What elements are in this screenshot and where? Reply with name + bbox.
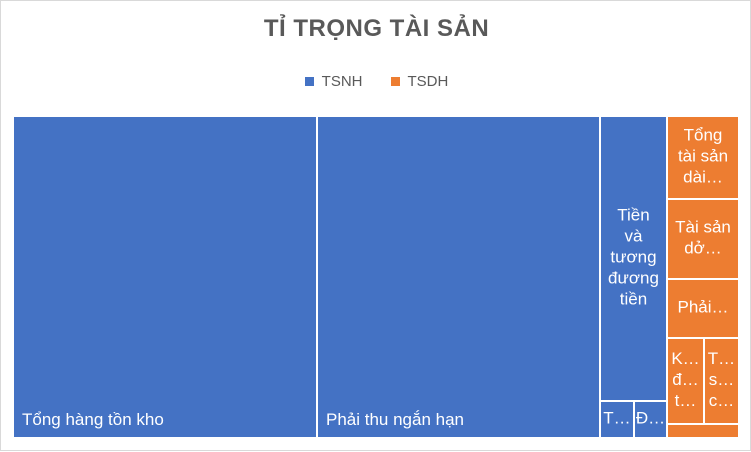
treemap-tile-1 [318, 117, 599, 437]
treemap-label-8: K… đ… t… [671, 349, 699, 410]
treemap-tile-7 [668, 280, 738, 337]
treemap-label-9: T… s… c… [708, 349, 735, 410]
legend-label-tsnh: TSNH [321, 73, 363, 90]
legend: TSNH TSDH [1, 73, 751, 90]
treemap-label-1: Phải thu ngắn hạn [326, 410, 464, 429]
treemap-tile-9 [705, 339, 738, 423]
treemap-tile-3 [601, 402, 633, 437]
treemap-tile-6 [668, 200, 738, 278]
treemap-label-5: Tổng tài sản dài… [678, 125, 728, 186]
treemap-label-7: Phải… [677, 297, 728, 316]
treemap-label-2: Tiền và tương đương tiền [608, 205, 659, 308]
legend-swatch-tsdh [390, 77, 400, 86]
treemap-tile-4 [635, 402, 666, 437]
legend-swatch-tsnh [304, 77, 314, 86]
treemap-tile-10 [668, 425, 738, 437]
treemap-tile-5 [668, 117, 738, 198]
legend-item-tsnh: TSNH [304, 73, 363, 90]
treemap-tile-8 [668, 339, 703, 423]
treemap-label-0: Tổng hàng tồn kho [22, 410, 164, 429]
treemap-label-3: T… [603, 408, 630, 427]
treemap-tile-0 [14, 117, 316, 437]
treemap-tile-2 [601, 117, 666, 400]
treemap-label-6: Tài sản dở… [675, 217, 731, 257]
legend-item-tsdh: TSDH [390, 73, 449, 90]
treemap-label-4: Đ… [636, 408, 665, 427]
legend-label-tsdh: TSDH [407, 73, 449, 90]
chart-title: TỈ TRỌNG TÀI SẢN [263, 15, 490, 42]
